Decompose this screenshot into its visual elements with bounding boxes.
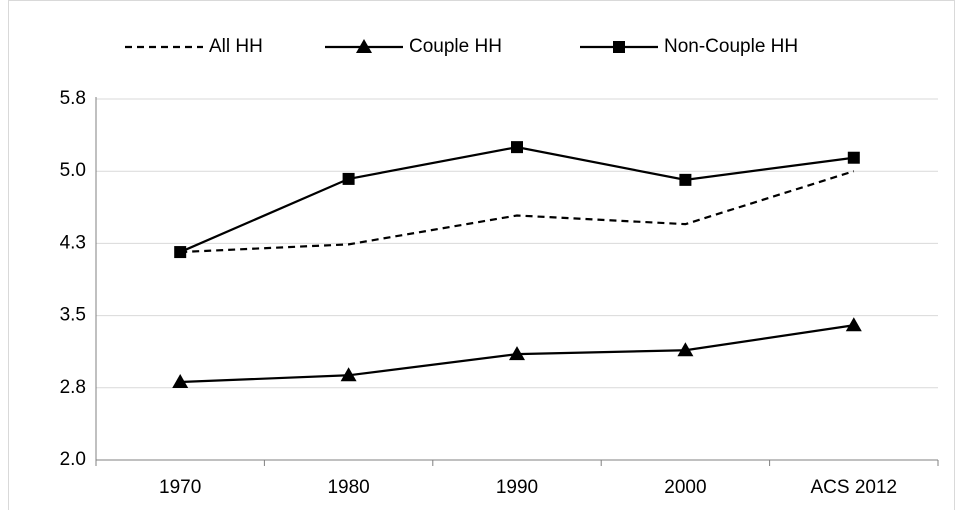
legend-label: Couple HH <box>409 36 502 57</box>
marker <box>677 342 694 357</box>
x-tick-label: 2000 <box>664 477 706 498</box>
marker <box>679 173 692 186</box>
marker <box>845 317 862 332</box>
x-tick-label: ACS 2012 <box>810 477 897 498</box>
marker <box>340 367 357 382</box>
x-tick-label: 1990 <box>496 477 538 498</box>
y-tick-label: 5.0 <box>60 160 86 181</box>
x-tick-label: 1980 <box>327 477 369 498</box>
y-tick-label: 5.8 <box>60 88 86 109</box>
y-tick-label: 2.8 <box>60 377 86 398</box>
marker <box>613 41 625 53</box>
marker <box>174 246 187 259</box>
x-tick-label: 1970 <box>159 477 201 498</box>
series-line <box>179 146 854 254</box>
marker <box>509 346 525 361</box>
legend-label: Non-Couple HH <box>664 36 798 57</box>
marker <box>172 374 189 389</box>
chart-frame <box>8 0 955 510</box>
marker <box>847 151 860 164</box>
y-tick-label: 4.3 <box>60 232 86 253</box>
series-line <box>180 170 855 254</box>
marker <box>511 141 523 154</box>
y-tick-label: 3.5 <box>60 305 86 326</box>
legend-label: All HH <box>209 36 263 57</box>
marker <box>342 172 355 185</box>
y-tick-label: 2.0 <box>60 449 86 470</box>
marker <box>356 39 372 53</box>
